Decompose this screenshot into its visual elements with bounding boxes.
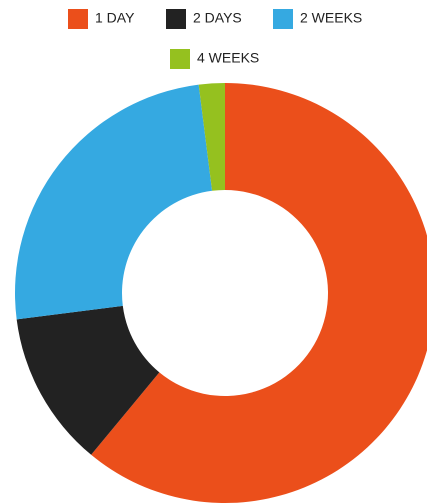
donut-slice (14, 84, 213, 320)
legend-swatch (166, 9, 186, 29)
legend-swatch (68, 9, 88, 29)
donut-slice (16, 305, 160, 455)
legend-label: 2 WEEKS (300, 10, 362, 26)
legend-label: 4 WEEKS (197, 50, 259, 66)
legend-swatch (170, 49, 190, 69)
donut-slice (198, 83, 225, 191)
legend-label: 1 DAY (95, 10, 135, 26)
legend-label: 2 DAYS (193, 10, 242, 26)
donut-slice (91, 83, 427, 503)
legend-swatch (273, 9, 293, 29)
